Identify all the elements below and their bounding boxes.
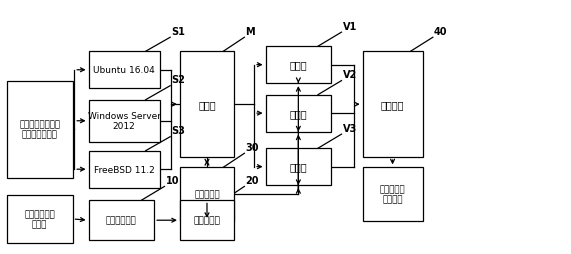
Text: V1: V1: [343, 22, 357, 32]
Text: 任务调度器: 任务调度器: [194, 216, 220, 225]
Text: S3: S3: [171, 126, 185, 136]
Bar: [89, 52, 160, 89]
Text: 虚拟机: 虚拟机: [289, 60, 307, 70]
Bar: [89, 201, 154, 240]
Text: V3: V3: [343, 123, 357, 133]
Text: 40: 40: [434, 27, 448, 37]
Text: 工作流分析器: 工作流分析器: [106, 216, 136, 225]
Bar: [89, 100, 160, 142]
Bar: [180, 52, 234, 157]
Text: 利用容器技术将工
作执行软件打包: 利用容器技术将工 作执行软件打包: [19, 120, 60, 139]
Bar: [363, 168, 423, 221]
Bar: [7, 196, 73, 243]
Text: 镜像库: 镜像库: [198, 100, 216, 110]
Text: 提交工作流定
义文件: 提交工作流定 义文件: [25, 209, 55, 229]
Bar: [180, 168, 234, 221]
Text: 判决模块: 判决模块: [381, 100, 404, 110]
Bar: [7, 81, 73, 178]
Text: Windows Server
2012: Windows Server 2012: [88, 112, 160, 131]
Text: 虚拟机: 虚拟机: [289, 162, 307, 172]
Text: Ubuntu 16.04: Ubuntu 16.04: [93, 66, 155, 75]
Text: 资源管理器: 资源管理器: [194, 190, 220, 199]
Bar: [180, 201, 234, 240]
Bar: [363, 52, 423, 157]
Text: M: M: [246, 27, 255, 37]
Text: V2: V2: [343, 70, 357, 80]
Bar: [266, 95, 331, 132]
Text: S1: S1: [171, 27, 185, 37]
Text: 20: 20: [246, 176, 259, 185]
Text: FreeBSD 11.2: FreeBSD 11.2: [94, 165, 155, 174]
Bar: [266, 149, 331, 185]
Bar: [89, 151, 160, 188]
Text: 30: 30: [246, 142, 259, 152]
Text: 虚拟机: 虚拟机: [289, 109, 307, 119]
Bar: [266, 47, 331, 84]
Text: 10: 10: [166, 176, 179, 185]
Text: S2: S2: [171, 75, 185, 85]
Text: 暂时性中间
结果备份: 暂时性中间 结果备份: [380, 185, 405, 204]
